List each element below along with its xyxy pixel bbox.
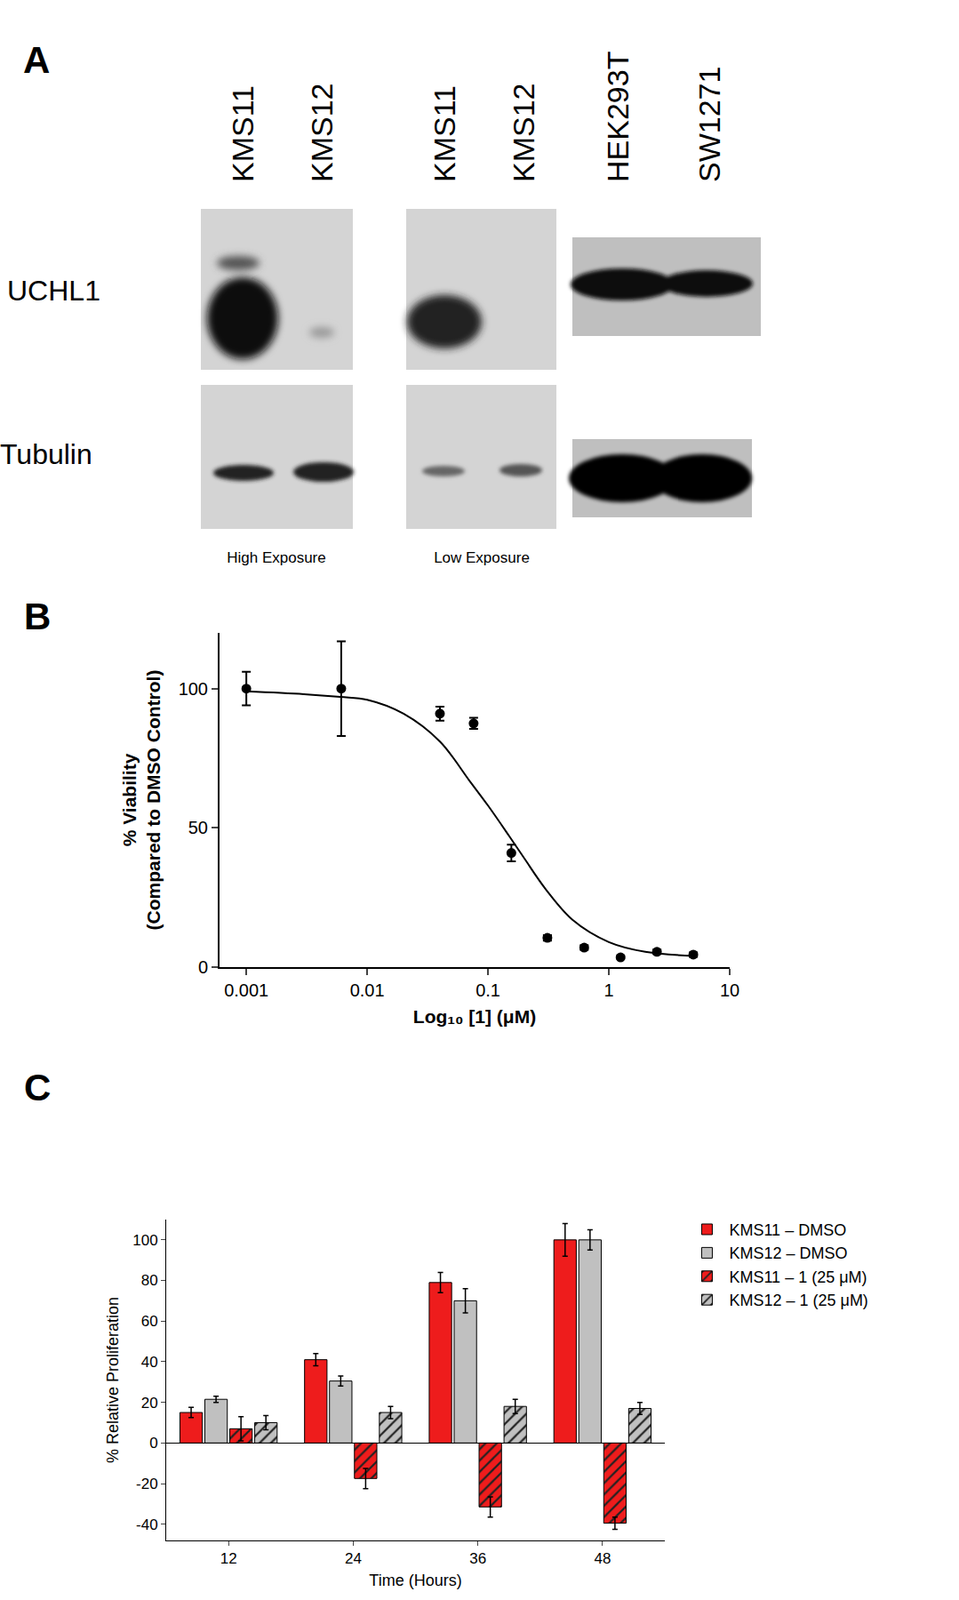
svg-text:KMS11 – DMSO: KMS11 – DMSO <box>728 1221 847 1239</box>
svg-text:80: 80 <box>141 1271 159 1289</box>
svg-text:48: 48 <box>593 1550 611 1567</box>
svg-text:24: 24 <box>344 1550 362 1567</box>
svg-text:Tubulin: Tubulin <box>0 438 93 471</box>
svg-text:SW1271: SW1271 <box>692 66 727 183</box>
svg-text:1: 1 <box>603 980 614 1000</box>
svg-text:36: 36 <box>469 1550 487 1567</box>
svg-text:A: A <box>23 39 50 81</box>
svg-text:KMS11 – 1 (25 μM): KMS11 – 1 (25 μM) <box>728 1268 867 1287</box>
svg-text:Low Exposure: Low Exposure <box>433 549 530 567</box>
svg-text:0.1: 0.1 <box>475 980 501 1000</box>
svg-text:0: 0 <box>149 1434 158 1452</box>
svg-text:KMS12: KMS12 <box>304 83 339 184</box>
svg-text:-20: -20 <box>135 1475 159 1493</box>
svg-text:B: B <box>23 595 51 638</box>
svg-text:UCHL1: UCHL1 <box>7 274 101 307</box>
svg-text:KMS12 – DMSO: KMS12 – DMSO <box>728 1244 848 1263</box>
svg-text:KMS12: KMS12 <box>506 83 541 184</box>
svg-text:50: 50 <box>188 817 208 838</box>
svg-text:0.001: 0.001 <box>223 980 269 1000</box>
svg-text:High Exposure: High Exposure <box>226 549 327 567</box>
svg-text:HEK293T: HEK293T <box>600 51 635 183</box>
svg-text:100: 100 <box>132 1231 158 1249</box>
svg-text:C: C <box>23 1066 51 1109</box>
svg-text:-40: -40 <box>135 1516 159 1534</box>
svg-text:Log₁₀ [1] (μM): Log₁₀ [1] (μM) <box>413 1006 536 1027</box>
svg-text:0: 0 <box>198 957 208 977</box>
svg-text:KMS12 – 1 (25 μM): KMS12 – 1 (25 μM) <box>728 1291 868 1310</box>
svg-text:KMS11: KMS11 <box>427 85 462 183</box>
svg-text:20: 20 <box>141 1394 159 1412</box>
svg-text:100: 100 <box>178 679 208 699</box>
svg-text:% Relative Proliferation: % Relative Proliferation <box>103 1296 122 1463</box>
svg-text:Time (Hours): Time (Hours) <box>368 1571 462 1590</box>
svg-text:12: 12 <box>220 1550 238 1567</box>
svg-text:% Viability(Compared to DMSO C: % Viability(Compared to DMSO Control) <box>119 670 164 931</box>
svg-text:10: 10 <box>719 980 740 1000</box>
svg-text:0.01: 0.01 <box>350 980 385 1000</box>
svg-text:40: 40 <box>141 1353 159 1371</box>
svg-text:60: 60 <box>141 1312 159 1330</box>
svg-text:KMS11: KMS11 <box>225 85 260 183</box>
